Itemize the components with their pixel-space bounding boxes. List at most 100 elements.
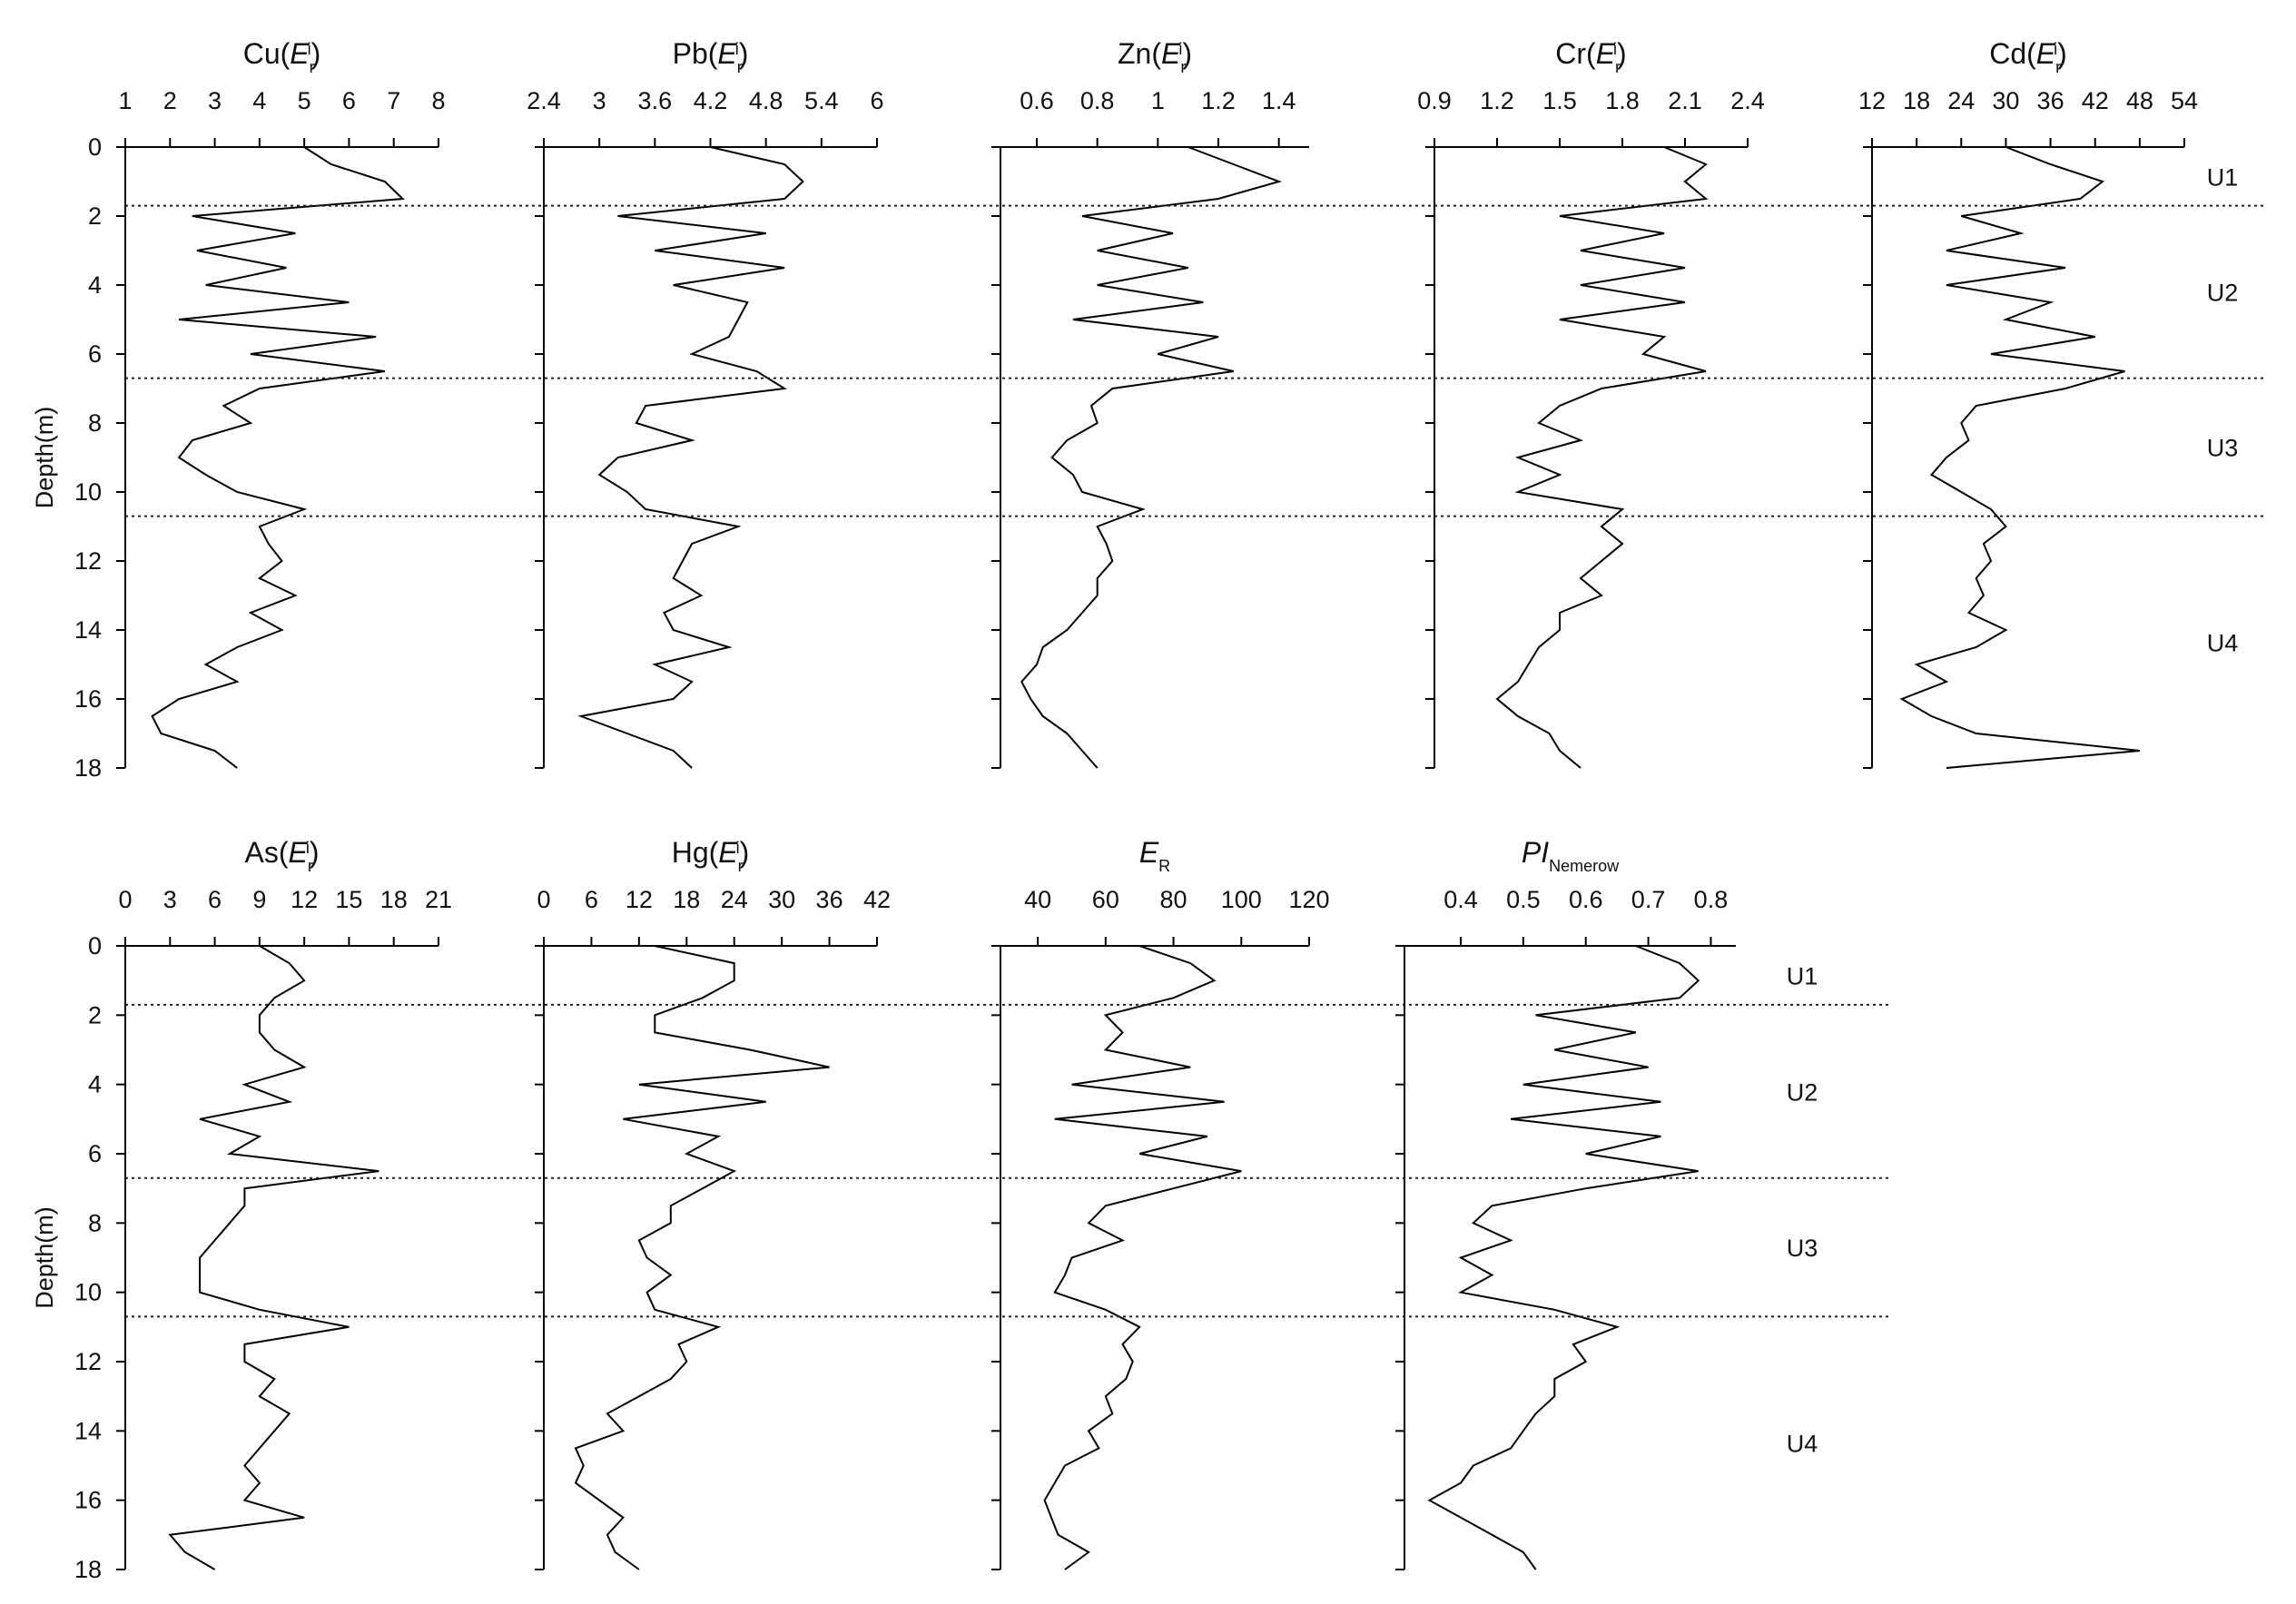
title-symbol: E: [289, 836, 309, 869]
profile-line: [1495, 146, 1709, 769]
x-tick-label: 8: [431, 87, 445, 114]
x-tick-label: 6: [342, 87, 356, 114]
x-tick-label: 9: [252, 886, 266, 913]
title-suffix: ): [739, 37, 749, 70]
unit-label: U2: [1787, 1078, 1818, 1106]
x-tick-label: 4.2: [694, 87, 728, 114]
x-tick-label: 12: [626, 886, 653, 913]
x-tick-label: 12: [1858, 87, 1886, 114]
x-tick-label: 3: [593, 87, 606, 114]
panel-title: As(Eri): [245, 836, 320, 875]
title-sub: r: [1615, 58, 1621, 76]
panel-title: PINemerow: [1522, 836, 1620, 875]
x-tick-label: 2.1: [1668, 87, 1702, 114]
x-tick-label: 6: [585, 886, 598, 913]
x-tick-label: 0.5: [1506, 886, 1541, 913]
title-prefix: Hg(: [672, 836, 719, 869]
panel-title: Zn(Eri): [1118, 37, 1192, 76]
title-sub: r: [1180, 58, 1186, 76]
y-tick-label: 12: [74, 547, 102, 575]
title-symbol: E: [1161, 37, 1181, 70]
y-tick-label: 0: [88, 133, 102, 161]
title-sub: r: [310, 58, 315, 76]
panel-title: Hg(Eri): [672, 836, 750, 875]
profile-line: [1427, 945, 1700, 1570]
title-sup: i: [308, 40, 311, 58]
title-sub: Nemerow: [1549, 857, 1620, 875]
x-tick-label: 15: [335, 886, 362, 913]
profile-line: [151, 146, 405, 769]
profile-line: [574, 945, 830, 1570]
title-symbol: E: [1139, 836, 1159, 869]
x-tick-label: 0.8: [1080, 87, 1115, 114]
profile-line: [577, 146, 804, 769]
unit-label: U1: [1787, 962, 1818, 989]
title-sup: i: [735, 40, 739, 58]
profile-line: [1020, 146, 1282, 769]
x-tick-label: 1.5: [1542, 87, 1577, 114]
y-tick-label: 4: [88, 271, 102, 299]
y-tick-label: 4: [88, 1071, 102, 1098]
y-tick-label: 6: [88, 1140, 102, 1167]
title-sup: i: [306, 839, 310, 857]
x-tick-label: 18: [380, 886, 408, 913]
x-tick-label: 24: [721, 886, 748, 913]
x-tick-label: 0.7: [1631, 886, 1666, 913]
x-tick-label: 80: [1160, 886, 1187, 913]
y-tick-label: 8: [88, 1209, 102, 1236]
title-symbol: E: [717, 37, 737, 70]
x-tick-label: 5.4: [804, 87, 839, 114]
panel-title: ER: [1139, 836, 1170, 875]
profile-line: [1043, 945, 1242, 1570]
y-tick-label: 12: [74, 1348, 102, 1375]
x-tick-label: 12: [291, 886, 318, 913]
x-tick-label: 3: [208, 87, 222, 114]
profile-line: [168, 945, 379, 1570]
x-tick-label: 4: [252, 87, 266, 114]
title-prefix: Cr(: [1555, 37, 1596, 70]
x-tick-label: 1.4: [1262, 87, 1296, 114]
panel-title: Cd(Eri): [1989, 37, 2067, 76]
title-symbol: E: [1596, 37, 1616, 70]
x-tick-label: 100: [1221, 886, 1262, 913]
x-tick-label: 6: [870, 87, 883, 114]
x-tick-label: 0.8: [1694, 886, 1729, 913]
title-prefix: Cu(: [243, 37, 291, 70]
x-tick-label: 0: [118, 886, 132, 913]
title-sub: R: [1158, 857, 1170, 875]
y-tick-label: 10: [74, 1279, 102, 1306]
x-tick-label: 0.9: [1417, 87, 1452, 114]
title-suffix: ): [2057, 37, 2067, 70]
y-tick-label: 14: [74, 1417, 102, 1444]
x-tick-label: 6: [208, 886, 222, 913]
title-sup: i: [2054, 40, 2057, 58]
y-axis-label: Depth(m): [31, 1206, 58, 1309]
x-tick-label: 5: [298, 87, 311, 114]
x-tick-label: 0: [537, 886, 550, 913]
x-tick-label: 0.6: [1569, 886, 1603, 913]
x-tick-label: 0.4: [1444, 886, 1478, 913]
title-sub: r: [737, 58, 743, 76]
x-tick-label: 30: [1992, 87, 2019, 114]
title-prefix: Pb(: [673, 37, 718, 70]
unit-label: U1: [2207, 163, 2239, 191]
panel-title: Cu(Eri): [243, 37, 321, 76]
x-tick-label: 3: [163, 886, 177, 913]
x-tick-label: 54: [2171, 87, 2198, 114]
x-tick-label: 42: [2082, 87, 2109, 114]
x-tick-label: 1.2: [1201, 87, 1236, 114]
x-tick-label: 40: [1024, 886, 1051, 913]
x-tick-label: 3.6: [638, 87, 673, 114]
title-sub: r: [738, 857, 744, 875]
x-tick-label: 2.4: [1730, 87, 1765, 114]
x-tick-label: 36: [816, 886, 843, 913]
x-tick-label: 18: [1903, 87, 1930, 114]
title-prefix: Zn(: [1118, 37, 1161, 70]
y-tick-label: 10: [74, 478, 102, 506]
title-suffix: ): [740, 836, 750, 869]
panel-title: Cr(Eri): [1555, 37, 1626, 76]
title-suffix: ): [1617, 37, 1627, 70]
y-tick-label: 0: [88, 932, 102, 959]
